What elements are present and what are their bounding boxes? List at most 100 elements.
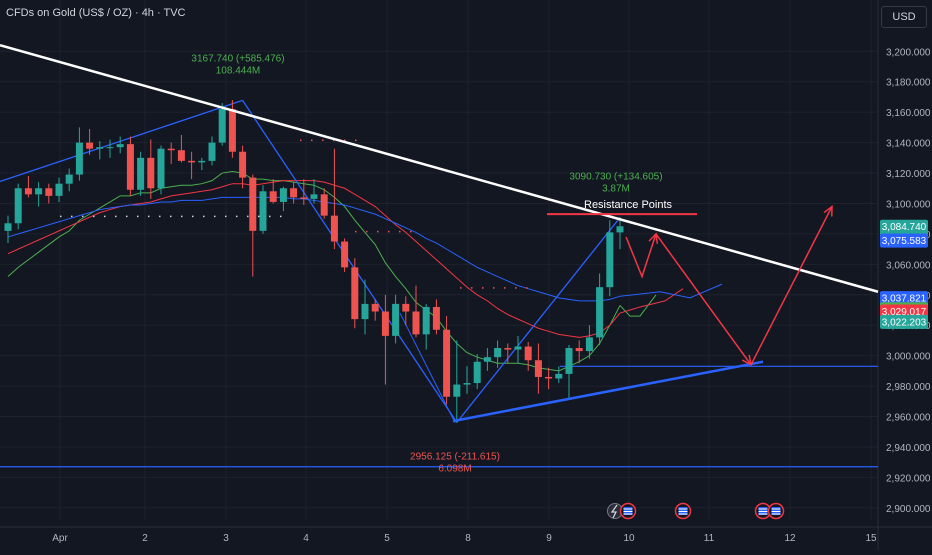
level-dot (482, 287, 484, 289)
swing-low-volume: 6.098M (438, 463, 471, 474)
candle-body (147, 157, 155, 189)
x-tick-label: Apr (52, 533, 68, 544)
x-tick-label: 4 (303, 533, 309, 544)
candle-body (361, 303, 369, 320)
candle-body (208, 142, 216, 161)
x-tick-label: 3 (223, 533, 229, 544)
us-flag-event-icon-stripe (771, 511, 781, 512)
candle-body (228, 109, 236, 152)
candle-body (565, 348, 573, 374)
candle-body (167, 148, 175, 151)
candle-body (320, 194, 328, 216)
level-dot (82, 215, 84, 218)
price-tag-text: 3,037.821 (882, 294, 927, 305)
level-dot (355, 230, 357, 233)
swing-peak-volume: 3.87M (602, 184, 630, 195)
candle-body (177, 150, 185, 161)
level-dot (280, 215, 282, 218)
level-dot (247, 215, 249, 218)
level-dot (115, 215, 117, 218)
level-dot (504, 287, 506, 289)
projection-arrow-up-head (823, 204, 833, 217)
candle-body (371, 303, 379, 312)
swing-low-label: 2956.125 (-211.615) (410, 451, 500, 462)
level-dot (410, 230, 412, 233)
price-tag-bg (880, 291, 928, 306)
us-flag-event-icon-stripe (758, 513, 768, 515)
candle-body (65, 174, 73, 184)
candle-body (300, 197, 308, 199)
candle-body (14, 188, 22, 224)
level-dot (236, 215, 238, 218)
us-flag-event-icon-stripe (623, 511, 633, 512)
candle-body (494, 348, 502, 358)
level-dot (159, 215, 161, 218)
y-tick-label: 3,060.000 (886, 260, 931, 271)
y-tick-label: 2,900.000 (886, 504, 931, 515)
candle-body (585, 337, 593, 352)
x-tick-label: 11 (704, 533, 715, 544)
candle-body (55, 183, 63, 196)
candle-body (341, 241, 349, 268)
candle-body (218, 109, 226, 143)
candle-body (392, 303, 400, 336)
candle-body (35, 188, 43, 195)
candle-body (555, 373, 563, 379)
candle-body (96, 147, 104, 149)
y-tick-label: 3,100.000 (886, 199, 931, 210)
level-dot (203, 215, 205, 218)
x-tick-label: 2 (142, 533, 148, 544)
candle-body (473, 361, 481, 384)
candle-body (198, 160, 206, 163)
us-flag-event-icon-stripe (678, 513, 688, 515)
candle-body (596, 287, 604, 338)
candle-body (188, 160, 196, 163)
us-flag-event-icon-stripe (771, 508, 781, 510)
currency-button[interactable]: USD (881, 6, 927, 28)
candle-body (443, 329, 451, 397)
level-dot (355, 139, 357, 142)
candle-body (463, 383, 471, 385)
level-dot (137, 215, 139, 218)
candle-body (290, 188, 298, 198)
level-dot (225, 215, 227, 218)
level-dot (493, 287, 495, 289)
level-dot (60, 215, 62, 218)
level-dot (460, 287, 462, 289)
candle-body (310, 194, 318, 199)
candle-body (75, 142, 83, 175)
candle-body (279, 188, 287, 202)
lightning-glyph (610, 504, 618, 519)
level-dot (269, 215, 271, 218)
x-tick-label: 10 (623, 533, 635, 544)
us-flag-event-icon-stripe (623, 508, 633, 510)
candle-body (116, 144, 124, 148)
moving-average-slow-extension (619, 283, 723, 299)
us-flag-event-icon-stripe (758, 511, 768, 512)
price-tag-bg (880, 233, 928, 248)
us-flag-event-icon-stripe (623, 513, 633, 515)
swing-high-label: 3167.740 (+585.476) (191, 53, 284, 64)
level-dot (399, 230, 401, 233)
candle-body (453, 384, 461, 397)
level-dot (214, 215, 216, 218)
level-dot (71, 215, 73, 218)
us-flag-event-icon-stripe (678, 511, 688, 512)
level-dot (104, 215, 106, 218)
level-dot (344, 139, 346, 142)
ascending-support-line (452, 360, 764, 423)
candle-body (616, 226, 624, 233)
candle-body (269, 191, 277, 202)
level-dot (300, 139, 302, 142)
level-dot (126, 215, 128, 218)
zigzag-fade (399, 312, 456, 423)
x-tick-label: 5 (384, 533, 390, 544)
candle-body (351, 267, 359, 320)
candle-body (126, 144, 134, 190)
x-tick-label: 8 (465, 533, 471, 544)
candle-body (4, 223, 12, 231)
price-tag-text: 3,075.583 (882, 236, 927, 247)
candle-body (432, 306, 440, 330)
